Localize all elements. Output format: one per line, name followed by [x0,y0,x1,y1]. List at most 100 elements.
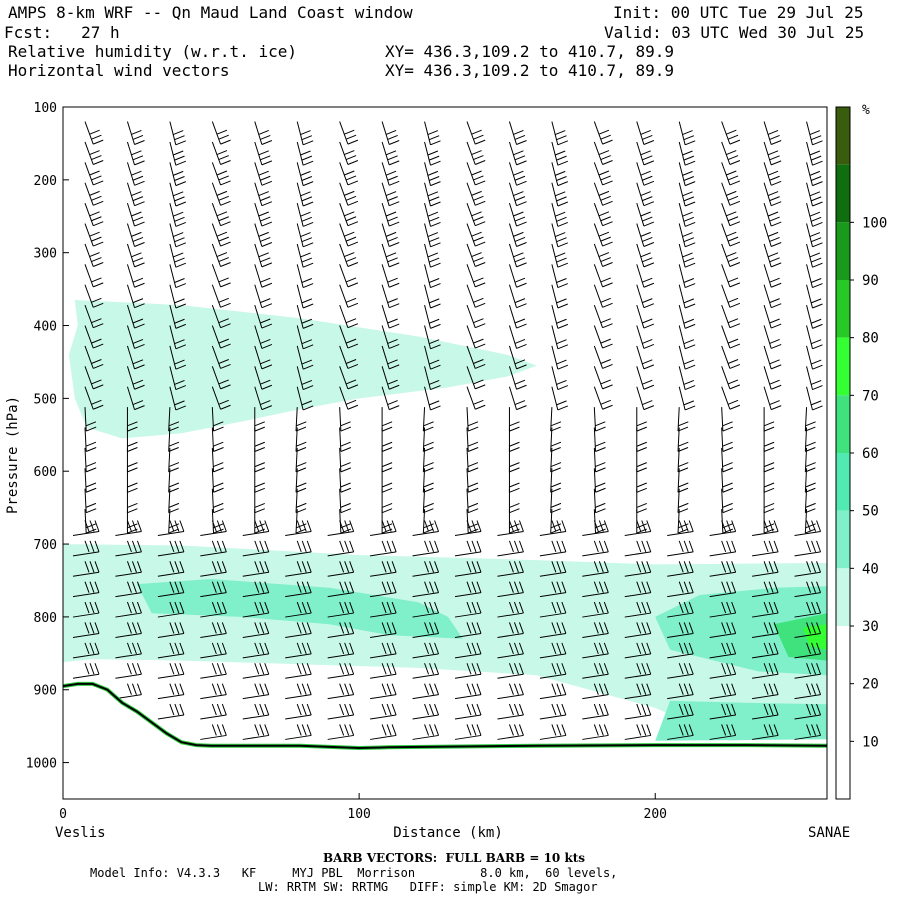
wind-barb [508,345,527,370]
wind-barb [582,601,609,618]
wind-barb [424,366,441,391]
wind-barb [381,447,393,473]
wind-barb [551,203,569,227]
wind-barb [709,622,737,638]
wind-barb [709,642,737,659]
wind-barb [624,642,652,659]
wind-barb [169,182,187,207]
wind-barb [339,304,359,329]
wind-barb [539,540,567,557]
wind-barb [424,141,441,166]
wind-barb [424,325,441,350]
wind-barb [370,601,397,618]
wind-barb [126,325,145,349]
wind-barb [593,407,606,432]
wind-barb [424,264,441,289]
wind-barb [285,724,312,740]
wind-barb [339,223,359,247]
wind-barb [115,642,142,659]
wind-barb [454,724,482,740]
wind-barb [752,642,779,659]
wind-barb [200,561,227,577]
wind-barb [327,703,355,720]
wind-barb [126,162,145,186]
wind-barb [84,345,104,369]
wind-barb [763,284,782,309]
wind-barb [593,264,613,288]
wind-barb [296,284,314,309]
colorbar-tick-label: 50 [862,504,879,520]
wind-barb [339,488,352,514]
wind-barb [424,121,441,146]
wind-barb [285,683,312,700]
wind-barb [550,488,562,514]
wind-barb [412,581,440,598]
wind-barb [339,447,352,473]
wind-barb [254,182,273,207]
wind-barb [582,561,609,577]
y-tick-label: 200 [34,174,57,189]
wind-barb [115,683,142,700]
wind-barb [667,642,694,659]
wind-barb [763,304,782,329]
wind-barb [721,182,741,206]
wind-barb [72,663,100,679]
wind-barb [550,407,562,432]
wind-barb [806,223,823,248]
wind-barb [381,182,400,207]
wind-barb [339,182,359,206]
wind-barb [339,345,359,369]
wind-barb [84,447,97,473]
wind-barb [381,345,400,370]
wind-barb [539,561,567,577]
wind-barb [454,561,482,577]
wind-barb [466,407,479,432]
y-tick-label: 700 [34,538,57,553]
wind-barb [466,141,486,165]
wind-barb [242,581,270,598]
wind-barb [381,243,400,268]
wind-barb [794,724,822,740]
wind-barb [551,305,569,329]
wind-barb [327,561,355,577]
wind-barb [126,243,145,268]
wind-barb [550,427,562,452]
y-tick-label: 600 [34,465,57,480]
wind-barb [466,121,486,145]
wind-barb [454,540,482,557]
wind-barb [296,203,314,227]
wind-barb [381,203,400,227]
wind-barb [551,141,569,166]
wind-barb [254,264,273,288]
wind-barb [709,520,737,536]
wind-barb [424,284,441,309]
wind-barb [254,121,273,145]
wind-barb [721,223,741,247]
wind-barb [157,683,185,700]
wind-barb [752,581,779,598]
wind-barb [157,520,185,536]
barb-vectors-note: BARB VECTORS: FULL BARB = 10 kts [323,851,586,865]
wind-barb [794,683,822,700]
wind-barb [721,386,741,410]
wind-barb [763,182,782,207]
y-axis-label: Pressure (hPa) [5,396,21,514]
wind-barb [211,345,231,369]
wind-barb [211,121,231,145]
wind-barb [508,223,527,247]
wind-barb [211,182,231,206]
wind-barb [169,264,187,289]
wind-barb [327,601,355,618]
wind-barb [721,366,741,390]
wind-barb [295,447,307,473]
wind-barb [752,622,779,638]
colorbar-tick-label: 90 [862,273,879,289]
wind-barb [721,141,741,165]
field2-label: Horizontal wind vectors [8,61,230,80]
wind-barb [667,724,694,740]
wind-barb [285,663,312,679]
wind-barb [466,488,479,514]
wind-barb [339,325,359,349]
colorbar-segment [836,683,850,742]
wind-barb [678,366,696,391]
